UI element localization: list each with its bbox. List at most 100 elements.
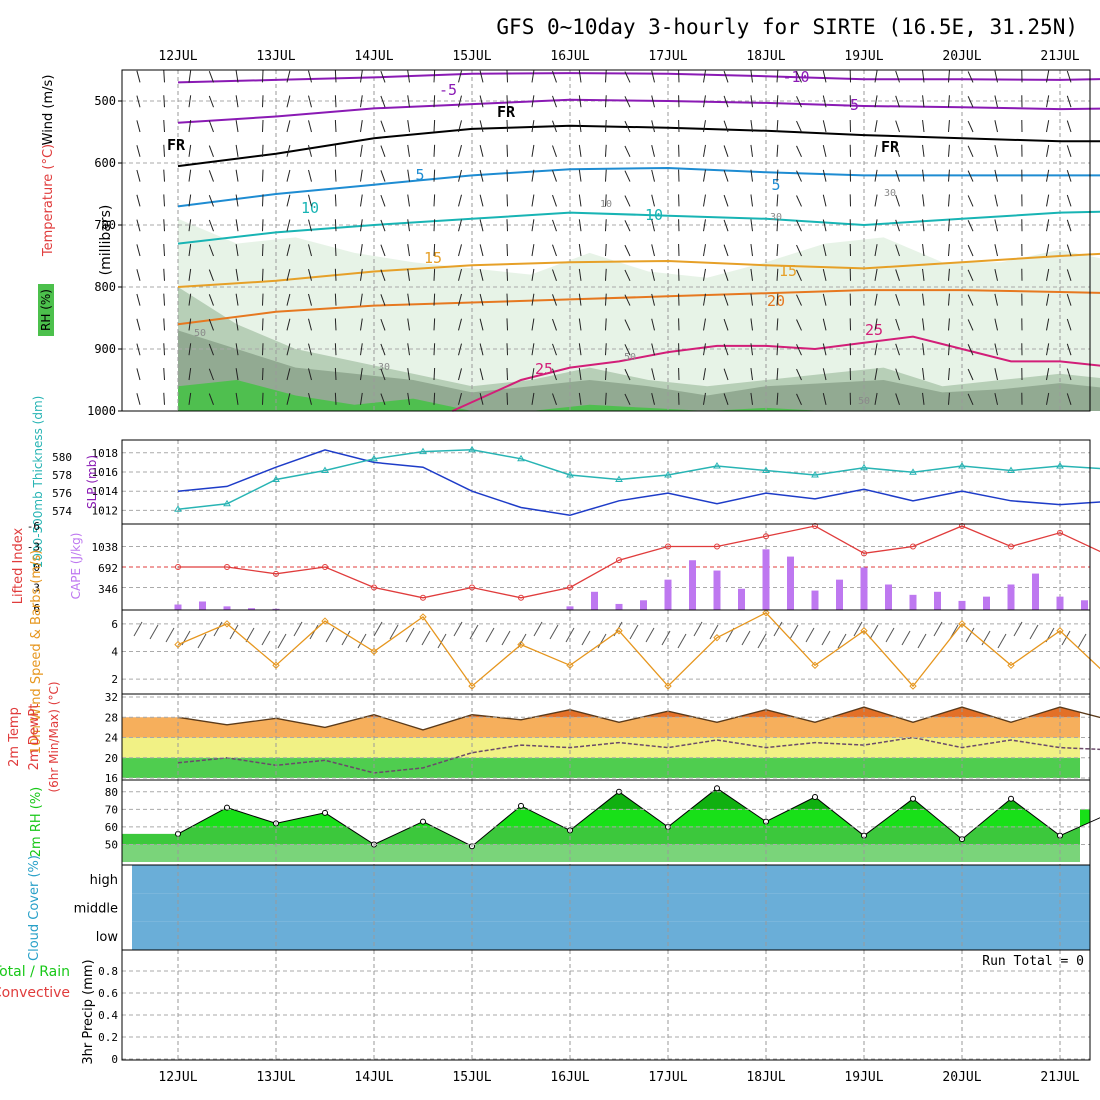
wind-barb [163,343,165,356]
wind-barb [651,120,655,133]
wind-speed-marker [713,633,721,642]
wind-barb [578,194,582,207]
wind-barb [208,343,214,356]
wind-barb [922,268,925,281]
wind-barb [1066,294,1072,306]
slp-tick-label: 1016 [92,466,119,479]
wind-barb [433,144,436,157]
surface-wind-barb [197,633,207,649]
cape-bar [689,560,696,610]
wind-barb [479,343,484,356]
wind-barb [1066,170,1072,182]
wind-tick-label: 4 [111,646,118,659]
wind-barb [605,144,607,157]
wind-speed-marker [958,620,966,628]
wind-barb [994,368,998,381]
wind-barb [994,318,998,331]
wind-barb [750,343,753,356]
isotherm-label: 5 [415,166,424,184]
wind-barb [796,195,802,207]
wind-barb [433,318,436,331]
thickness-tick-label: 574 [52,505,72,518]
rh2m-label: 2m RH (%) [29,787,44,858]
wind-barb [922,293,925,306]
wind-barb [208,145,214,157]
wind-barb [136,269,141,281]
wind-barb [360,244,363,257]
surface-wind-barb [693,621,703,637]
wind-barb [235,169,239,182]
wind-barb [822,343,827,356]
wind-barb [262,367,264,381]
wind-barb [578,244,582,257]
wind-barb [136,95,141,108]
run-total-label: Run Total = 0 [982,954,1084,969]
temp-tick-label: 32 [105,691,118,704]
isotherm-label: FR [167,136,186,154]
wind-barb [796,220,802,232]
wind-barb [163,243,165,257]
surface-wind-barb [469,624,479,640]
wind-barb [776,293,779,306]
wind-barb [458,194,462,207]
wind-barb [605,119,607,133]
wind-barb [360,343,363,356]
wind-barb [1046,70,1050,83]
wind-barb [922,144,925,157]
lifted-index-label: Lifted Index [11,527,26,604]
dewpt2m-label: 2m DewPt [27,704,42,771]
li-tick-label: 0 [33,561,40,574]
wind-barb [136,219,141,232]
wind-barb [552,318,557,331]
wind-barb [458,169,462,182]
rh-marker [518,802,524,809]
thickness-tick-label: 576 [52,487,72,500]
wind-barb [407,318,410,331]
wind-barb [895,368,900,381]
wind-barb [308,145,312,157]
wind-speed-marker [174,640,182,649]
wind-barb [605,194,607,207]
cloud-level-label: middle [74,902,118,917]
wind-barb [286,244,291,257]
wind-barb [822,244,827,257]
wind-barb [262,169,264,182]
wind-barb [874,144,878,157]
wind-barb [506,70,508,83]
thickness-marker [664,471,672,478]
cape-bar [909,594,917,610]
wind-barb [948,268,950,281]
wind-barb [531,392,535,405]
wind-barb [796,294,802,306]
wind-barb [334,318,337,331]
wind-barb [922,368,925,381]
wind-speed-marker [664,682,672,690]
series-line-thick [177,449,1100,510]
date-label-bottom: 19JUL [844,1070,883,1085]
temp-tick-label: 20 [105,752,118,765]
surface-wind-barb [981,630,991,646]
wind-barb [235,392,239,405]
wind-barb [163,268,165,281]
wind-barb [750,293,753,306]
wind-barb [360,70,363,83]
wind-barb [605,392,607,405]
wind10m-label: 10m Wind Speed & Barbs (m/s) [29,550,44,755]
wind-barb [895,170,900,182]
surface-wind-barb [1061,630,1071,646]
wind-barb [407,268,410,281]
wind-barb [703,95,706,108]
wind-barb [994,144,998,157]
slp-tick-label: 1012 [92,504,119,517]
wind-barb [506,367,508,381]
wind-barb [208,70,214,83]
wind-barb [703,293,706,306]
surface-wind-barb [773,621,783,637]
wind-barb [703,318,706,331]
surface-wind-barb [405,627,415,643]
surface-wind-barb [741,630,751,646]
wind-barb [380,219,386,232]
wind-barb [967,96,974,108]
wind-barb [235,268,239,281]
